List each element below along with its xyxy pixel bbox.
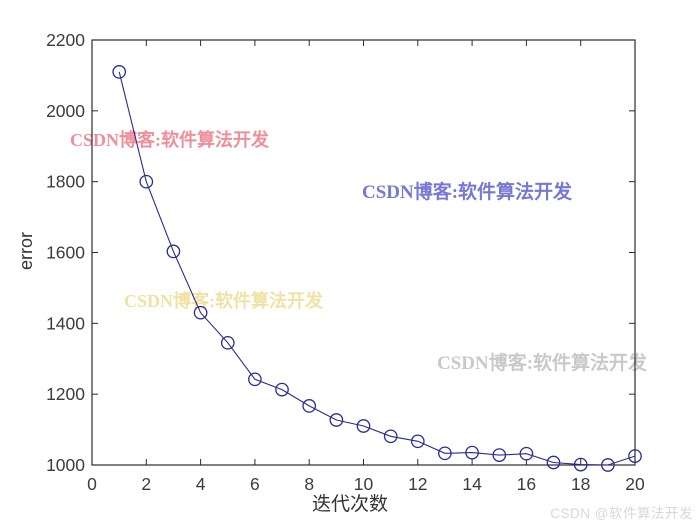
plot-box (91, 39, 636, 466)
series-group (112, 65, 642, 472)
x-tick-label: 12 (408, 474, 427, 494)
data-point-marker (438, 446, 452, 461)
data-point-marker (628, 449, 642, 463)
data-point-marker (248, 372, 262, 387)
y-tick-label: 1200 (46, 384, 85, 404)
x-tick-label: 0 (87, 474, 97, 494)
x-tick-label: 4 (196, 474, 206, 494)
data-point-marker (193, 305, 208, 320)
data-point-marker (329, 413, 344, 427)
y-tick-label: 1600 (46, 243, 85, 263)
y-tick-label: 2200 (46, 30, 85, 50)
x-tick-label: 14 (462, 474, 482, 494)
data-point-marker (410, 434, 425, 449)
x-tick-label: 8 (304, 474, 314, 494)
y-tick-label: 2000 (46, 101, 85, 121)
x-tick-label: 18 (571, 474, 590, 494)
y-tick-label: 1400 (46, 313, 85, 333)
x-axis-label: 迭代次数 (312, 493, 388, 515)
data-point-marker (546, 455, 561, 470)
x-tick-label: 20 (625, 474, 645, 494)
data-point-marker (302, 399, 317, 413)
x-tick-label: 2 (141, 474, 151, 494)
data-point-marker (275, 382, 289, 397)
y-tick-label: 1000 (46, 455, 85, 475)
y-tick-label: 1800 (46, 172, 85, 192)
x-tick-label: 16 (517, 474, 536, 494)
data-point-marker (139, 174, 154, 189)
y-axis-label: error (16, 232, 36, 270)
data-point-marker (519, 446, 534, 461)
data-point-marker (383, 429, 398, 444)
data-point-marker (601, 458, 615, 472)
data-point-marker (112, 65, 127, 79)
data-point-marker (166, 244, 181, 259)
data-point-marker (220, 335, 235, 350)
x-tick-label: 10 (354, 474, 374, 494)
axes-group: 0 2 4 6 8 10 12 14 16 18 20 1000 1200 1400 1600 1800 200… (46, 30, 645, 494)
x-tick-label: 6 (250, 474, 260, 494)
data-point-marker (573, 457, 588, 472)
data-point-marker (356, 419, 371, 433)
data-point-marker (492, 448, 507, 462)
data-point-marker (465, 445, 479, 460)
series-line (118, 71, 636, 466)
